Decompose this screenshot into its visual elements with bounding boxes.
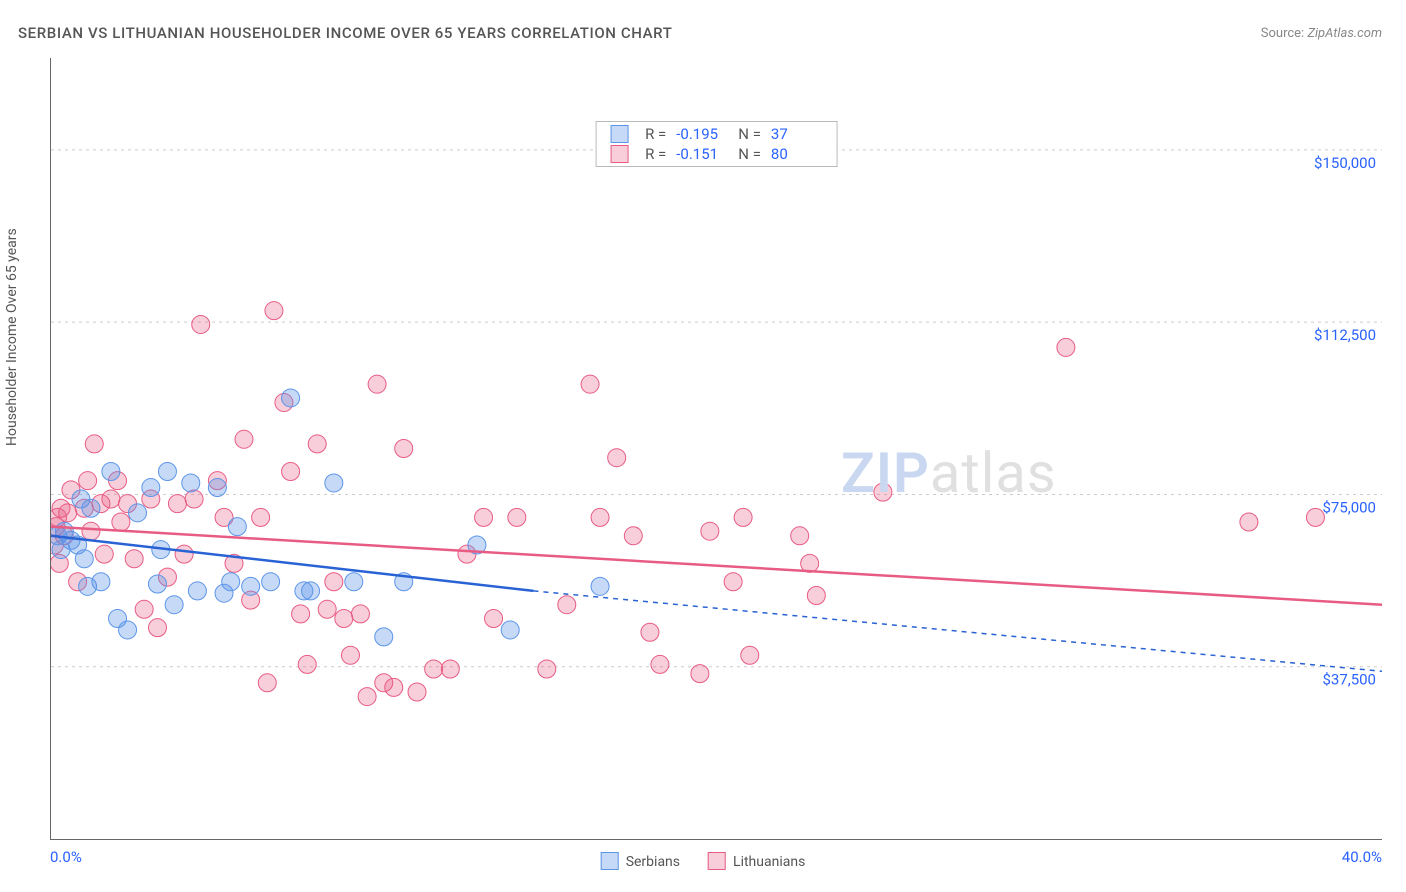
svg-text:$37,500: $37,500: [1322, 671, 1376, 689]
stats-row-lithuanians: R = -0.151 N = 80: [596, 144, 837, 164]
n-label: N =: [738, 125, 761, 143]
n-label: N =: [738, 145, 761, 163]
source-label: Source:: [1261, 26, 1304, 41]
r-label: R =: [645, 145, 666, 163]
x-axis-start: 0.0%: [50, 848, 82, 866]
n-value-lithuanians: 80: [771, 145, 823, 163]
swatch-serbians: [610, 125, 628, 143]
stats-row-serbians: R = -0.195 N = 37: [596, 124, 837, 144]
r-label: R =: [645, 125, 666, 143]
svg-text:$75,000: $75,000: [1322, 498, 1376, 516]
bottom-legend: Serbians Lithuanians: [601, 852, 806, 870]
legend-item-lithuanians: Lithuanians: [708, 852, 805, 870]
chart-source: Source: ZipAtlas.com: [1261, 26, 1382, 41]
swatch-lithuanians: [708, 852, 726, 870]
legend-item-serbians: Serbians: [601, 852, 680, 870]
source-value: ZipAtlas.com: [1307, 26, 1382, 41]
legend-label: Lithuanians: [733, 854, 805, 870]
n-value-serbians: 37: [771, 125, 823, 143]
svg-text:$112,500: $112,500: [1314, 326, 1376, 344]
legend-label: Serbians: [626, 854, 680, 870]
r-value-serbians: -0.195: [676, 125, 728, 143]
chart-title: SERBIAN VS LITHUANIAN HOUSEHOLDER INCOME…: [18, 24, 672, 42]
swatch-serbians: [601, 852, 619, 870]
stats-legend: R = -0.195 N = 37 R = -0.151 N = 80: [595, 121, 838, 167]
svg-text:$150,000: $150,000: [1314, 154, 1376, 172]
chart-svg: $37,500 $75,000 $112,500 $150,000: [51, 58, 1382, 839]
y-axis-label: Householder Income Over 65 years: [4, 228, 20, 446]
swatch-lithuanians: [610, 145, 628, 163]
r-value-lithuanians: -0.151: [676, 145, 728, 163]
x-axis-end: 40.0%: [1342, 848, 1382, 866]
chart-plot-area: $37,500$75,000$112,500$150,000 ZIPatlas …: [50, 58, 1382, 840]
